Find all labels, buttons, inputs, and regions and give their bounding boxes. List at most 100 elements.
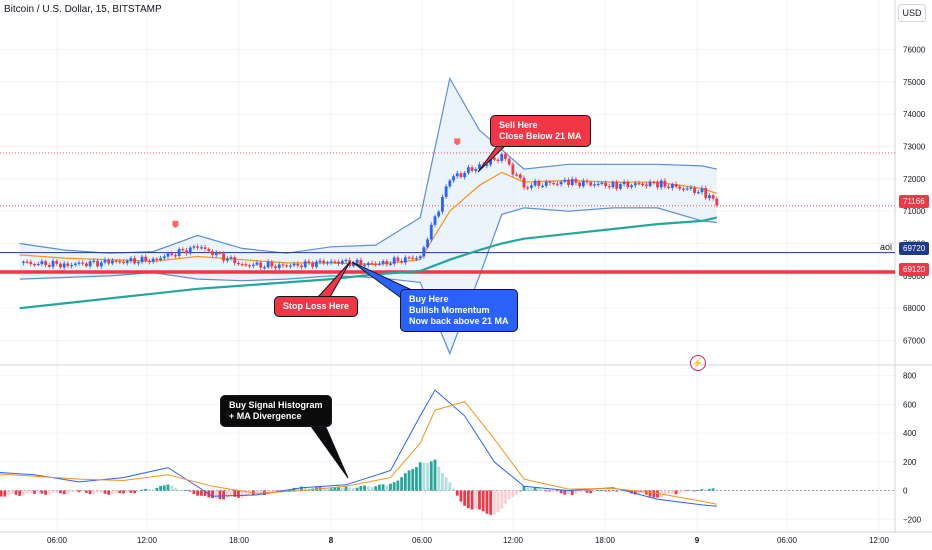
candle-body <box>318 260 322 262</box>
candle-body <box>563 179 567 182</box>
macd-histogram-bar <box>437 466 441 491</box>
candle-body <box>192 246 196 248</box>
macd-histogram-bar <box>51 490 55 494</box>
macd-histogram-bar <box>270 490 274 493</box>
candle-body <box>151 258 155 262</box>
candle-body <box>496 159 500 161</box>
candle-body <box>288 265 292 267</box>
symbol-title: Bitcoin / U.S. Dollar, 15, BITSTAMP <box>4 4 162 15</box>
macd-histogram-bar <box>481 490 485 512</box>
candle-body <box>455 173 459 177</box>
candle-body <box>155 258 159 260</box>
macd-histogram-bar <box>496 490 500 513</box>
macd-histogram-bar <box>222 490 226 500</box>
candle-body <box>244 264 248 266</box>
stop-loss-callout[interactable]: Stop Loss Here <box>274 296 359 317</box>
macd-histogram-bar <box>125 490 129 493</box>
candle-body <box>637 183 641 185</box>
macd-histogram-bar <box>185 490 188 491</box>
candle-body <box>530 185 533 188</box>
candle-body <box>337 261 340 264</box>
x-tick-label: 12:00 <box>137 536 158 545</box>
macd-histogram-bar <box>59 490 62 494</box>
candle-body <box>578 182 582 187</box>
sell-here-callout[interactable]: Sell Here Close Below 21 MA <box>490 115 591 147</box>
candle-body <box>333 261 337 263</box>
macd-histogram-bar <box>478 490 481 510</box>
macd-histogram-bar <box>103 490 107 494</box>
macd-histogram-bar <box>455 490 459 496</box>
macd-histogram-bar <box>77 490 81 493</box>
candle-body <box>604 182 607 187</box>
bollinger-upper-line <box>19 76 717 254</box>
macd-histogram-bar <box>670 490 674 494</box>
macd-histogram-bar <box>40 490 44 494</box>
y-tick-label: 75000 <box>903 78 926 87</box>
bollinger-band-fill <box>19 78 717 354</box>
candle-body <box>55 260 59 264</box>
candle-body <box>36 263 40 266</box>
candle-body <box>515 174 518 176</box>
candle-body <box>626 182 630 188</box>
candle-body <box>148 260 151 263</box>
candle-body <box>40 261 44 264</box>
macd-histogram-bar <box>363 485 366 491</box>
candle-body <box>329 261 333 263</box>
macd-histogram-bar <box>567 490 570 495</box>
macd-histogram-bar <box>240 490 244 498</box>
buy-here-callout[interactable]: Buy Here Bullish Momentum Now back above… <box>400 289 518 332</box>
candle-body <box>125 260 129 264</box>
candle-body <box>344 260 348 262</box>
candle-body <box>237 263 240 265</box>
macd-histogram-bar <box>33 490 36 494</box>
candle-body <box>559 181 563 185</box>
macd-histogram-bar <box>73 490 77 492</box>
candle-body <box>177 249 181 256</box>
macd-histogram-bar <box>504 490 507 504</box>
candle-body <box>489 157 493 165</box>
macd-histogram-bar <box>685 490 689 491</box>
macd-histogram-bar <box>581 490 585 492</box>
candle-body <box>96 260 99 267</box>
aoi-label: aoi <box>880 242 893 252</box>
candle-body <box>259 262 263 268</box>
macd-histogram-bar <box>122 490 125 494</box>
currency-button[interactable]: USD <box>898 4 926 22</box>
candle-body <box>644 184 648 187</box>
macd-histogram-bar <box>626 490 630 492</box>
macd-histogram-bar <box>407 470 411 491</box>
macd-histogram-bar <box>322 487 326 491</box>
macd-histogram-bar <box>18 490 22 496</box>
candle-body <box>689 187 693 189</box>
candle-body <box>29 261 33 265</box>
candle-body <box>611 181 615 188</box>
candle-body <box>73 263 77 266</box>
macd-histogram-bar <box>140 489 144 491</box>
macd-histogram-bar <box>433 459 437 491</box>
macd-histogram-bar <box>381 484 385 491</box>
candle-body <box>422 247 426 257</box>
candle-body <box>444 186 448 197</box>
candle-body <box>281 264 285 266</box>
macd-histogram-bar <box>225 490 229 498</box>
macd-histogram-bar <box>281 490 285 492</box>
macd-histogram-bar <box>619 490 622 492</box>
buy-signal-callout[interactable]: Buy Signal Histogram + MA Divergence <box>220 395 332 427</box>
macd-histogram-bar <box>518 490 522 492</box>
macd-histogram-bar <box>136 490 140 492</box>
candle-body <box>570 179 574 185</box>
candle-body <box>619 184 622 189</box>
candle-body <box>478 164 481 170</box>
macd-histogram-bar <box>652 490 656 498</box>
candle-body <box>541 185 544 188</box>
x-tick-label: 18:00 <box>595 536 616 545</box>
macd-histogram-bar <box>422 462 426 491</box>
macd-histogram-bar <box>548 490 552 492</box>
candle-body <box>62 263 66 268</box>
candle-body <box>555 183 559 185</box>
candle-body <box>407 257 411 259</box>
lightning-icon[interactable]: ⚡ <box>690 355 706 371</box>
macd-histogram-bar <box>522 486 526 491</box>
